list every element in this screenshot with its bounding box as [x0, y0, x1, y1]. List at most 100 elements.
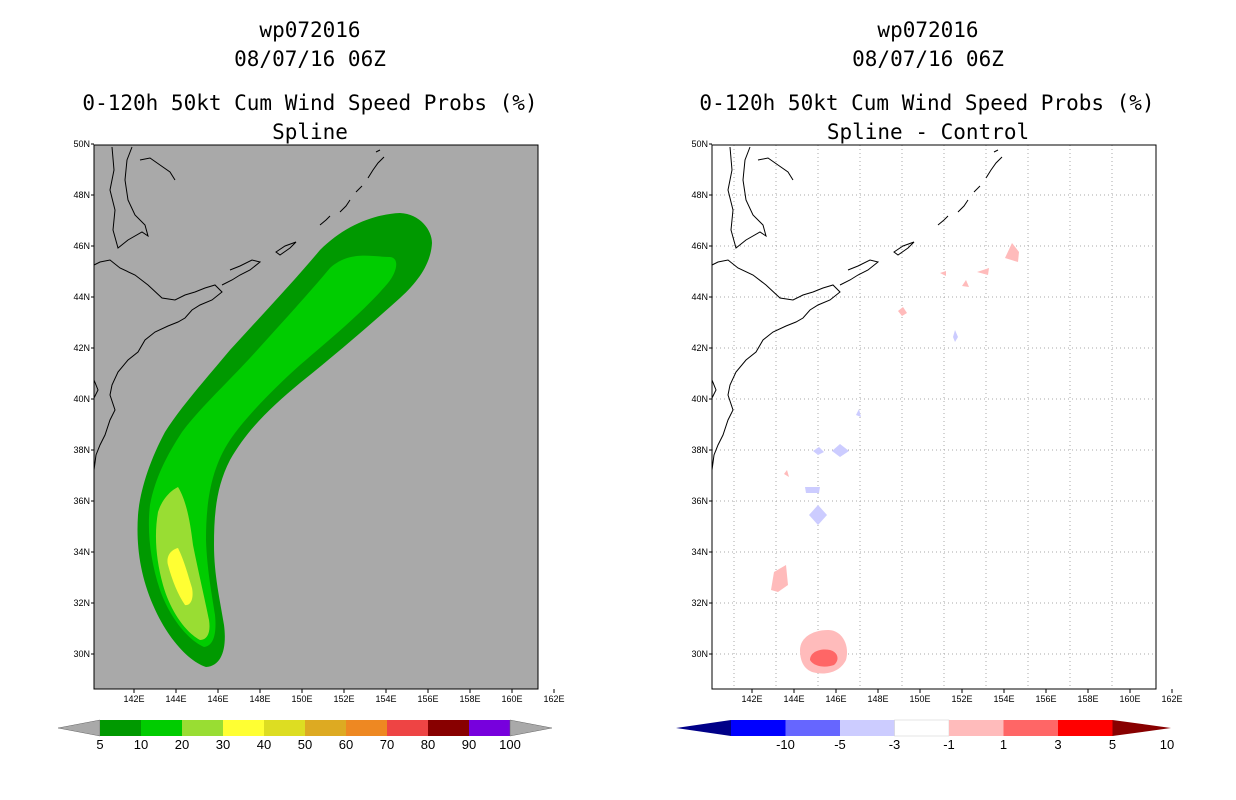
left-colorbar-swatch: [264, 720, 305, 736]
left-lat-tick-label: 34N: [73, 547, 90, 557]
right-lat-tick-label: 46N: [691, 241, 708, 251]
left-lon-tick-label: 162E: [543, 694, 564, 704]
left-colorbar-label: 40: [257, 737, 271, 752]
left-colorbar-label: 80: [421, 737, 435, 752]
right-diff-negative-1to3: [953, 330, 958, 342]
left-colorbar-high-arrow: [509, 719, 553, 737]
left-colorbar-label: 30: [216, 737, 230, 752]
left-lat-tick-label: 44N: [73, 292, 90, 302]
right-diff-positive-1to3: [771, 565, 788, 592]
left-lon-tick-label: 142E: [123, 694, 144, 704]
right-map: [711, 144, 1157, 690]
right-colorbar-label: 10: [1160, 737, 1174, 752]
left-colorbar-swatch: [428, 720, 469, 736]
left-lon-tick-label: 144E: [165, 694, 186, 704]
right-colorbar-low-arrow: [676, 720, 731, 736]
left-lat-tick-label: 36N: [73, 496, 90, 506]
left-colorbar-swatch: [100, 720, 141, 736]
left-colorbar-label: 90: [462, 737, 476, 752]
right-colorbar-label: 3: [1054, 737, 1061, 752]
right-lon-tick-label: 150E: [909, 694, 930, 704]
right-subtitle: Spline - Control: [826, 120, 1030, 144]
left-colorbar-low-arrow: [57, 719, 101, 737]
left-lat-tick-label: 32N: [73, 598, 90, 608]
right-colorbar: -10 -5 -3 -1 1 3 5 10: [676, 719, 1174, 752]
left-colorbar-label: 60: [339, 737, 353, 752]
left-datetime: 08/07/16 06Z: [234, 47, 386, 71]
left-lat-tick-label: 38N: [73, 445, 90, 455]
left-colorbar-label: 10: [134, 737, 148, 752]
right-lat-tick-label: 36N: [691, 496, 708, 506]
right-lat-tick-label: 38N: [691, 445, 708, 455]
axis-labels: 142E 144E 146E 148E 150E 152E 154E 156E 158E 160E…: [73, 139, 1182, 704]
right-colorbar-swatch: [1058, 720, 1113, 736]
right-diff-positive-1to3: [784, 470, 789, 477]
right-colorbar-label: -10: [776, 737, 795, 752]
right-colorbar-label: -5: [834, 737, 846, 752]
right-lon-tick-label: 158E: [1077, 694, 1098, 704]
right-datetime: 08/07/16 06Z: [852, 47, 1004, 71]
right-colorbar-swatch: [949, 720, 1004, 736]
right-lat-tick-label: 44N: [691, 292, 708, 302]
right-diff-positive-1to3: [898, 307, 907, 316]
right-coastline: [711, 146, 1003, 471]
left-subtitle: Spline: [272, 120, 348, 144]
left-lon-tick-label: 160E: [501, 694, 522, 704]
right-colorbar-label: -1: [943, 737, 955, 752]
left-coastline: [93, 146, 385, 471]
right-lon-tick-label: 154E: [993, 694, 1014, 704]
left-map: [93, 144, 539, 690]
right-lat-tick-label: 30N: [691, 649, 708, 659]
right-lon-tick-label: 156E: [1035, 694, 1056, 704]
right-diff-negative-1to3: [809, 505, 827, 525]
right-colorbar-swatch: [894, 719, 950, 737]
left-lon-tick-label: 148E: [249, 694, 270, 704]
left-colorbar-swatch: [182, 720, 223, 736]
left-colorbar-swatch: [387, 720, 428, 736]
right-lon-tick-label: 162E: [1161, 694, 1182, 704]
left-colorbar-swatch: [223, 720, 264, 736]
left-lat-tick-label: 46N: [73, 241, 90, 251]
right-lat-tick-label: 34N: [691, 547, 708, 557]
right-lat-tick-label: 48N: [691, 190, 708, 200]
right-lon-tick-label: 142E: [741, 694, 762, 704]
right-lon-tick-label: 146E: [825, 694, 846, 704]
right-colorbar-swatch: [731, 720, 786, 736]
right-storm-id: wp072016: [877, 18, 979, 42]
right-colorbar-high-arrow: [1112, 720, 1171, 736]
right-diff-positive-1to3: [1005, 243, 1019, 262]
left-prob-band-5: [137, 213, 432, 667]
left-lat-tick-label: 40N: [73, 394, 90, 404]
left-colorbar-label: 20: [175, 737, 189, 752]
right-colorbar-swatch: [785, 720, 840, 736]
right-diff-positive-3to5: [810, 649, 838, 667]
right-lat-tick-label: 42N: [691, 343, 708, 353]
right-diff-positive-1to3: [962, 280, 969, 287]
right-diff-positive-1to3: [940, 271, 946, 276]
left-colorbar-label: 5: [96, 737, 103, 752]
left-colorbar-swatch: [305, 720, 346, 736]
right-lat-tick-label: 50N: [691, 139, 708, 149]
left-map-frame: [93, 144, 539, 690]
left-colorbar-swatch: [346, 720, 387, 736]
left-lon-tick-label: 150E: [291, 694, 312, 704]
right-colorbar-label: -3: [889, 737, 901, 752]
left-colorbar-label: 50: [298, 737, 312, 752]
right-diff-positive-1to3: [977, 268, 989, 275]
left-lon-tick-label: 154E: [375, 694, 396, 704]
left-prob-band-30: [167, 548, 193, 606]
left-product-title: 0-120h 50kt Cum Wind Speed Probs (%): [82, 91, 538, 115]
left-colorbar-label: 100: [499, 737, 521, 752]
left-lon-tick-label: 156E: [417, 694, 438, 704]
right-diff-negative-1to3: [805, 487, 820, 493]
left-colorbar: 5 10 20 30 40 50 60 70 80 90 100: [57, 719, 553, 752]
left-lat-tick-label: 42N: [73, 343, 90, 353]
right-lat-tick-label: 40N: [691, 394, 708, 404]
right-diff-negative-1to3: [856, 409, 861, 417]
left-lon-tick-label: 158E: [459, 694, 480, 704]
left-colorbar-swatch: [469, 720, 510, 736]
right-lat-tick-label: 32N: [691, 598, 708, 608]
right-lon-tick-label: 152E: [951, 694, 972, 704]
left-lat-tick-label: 30N: [73, 649, 90, 659]
